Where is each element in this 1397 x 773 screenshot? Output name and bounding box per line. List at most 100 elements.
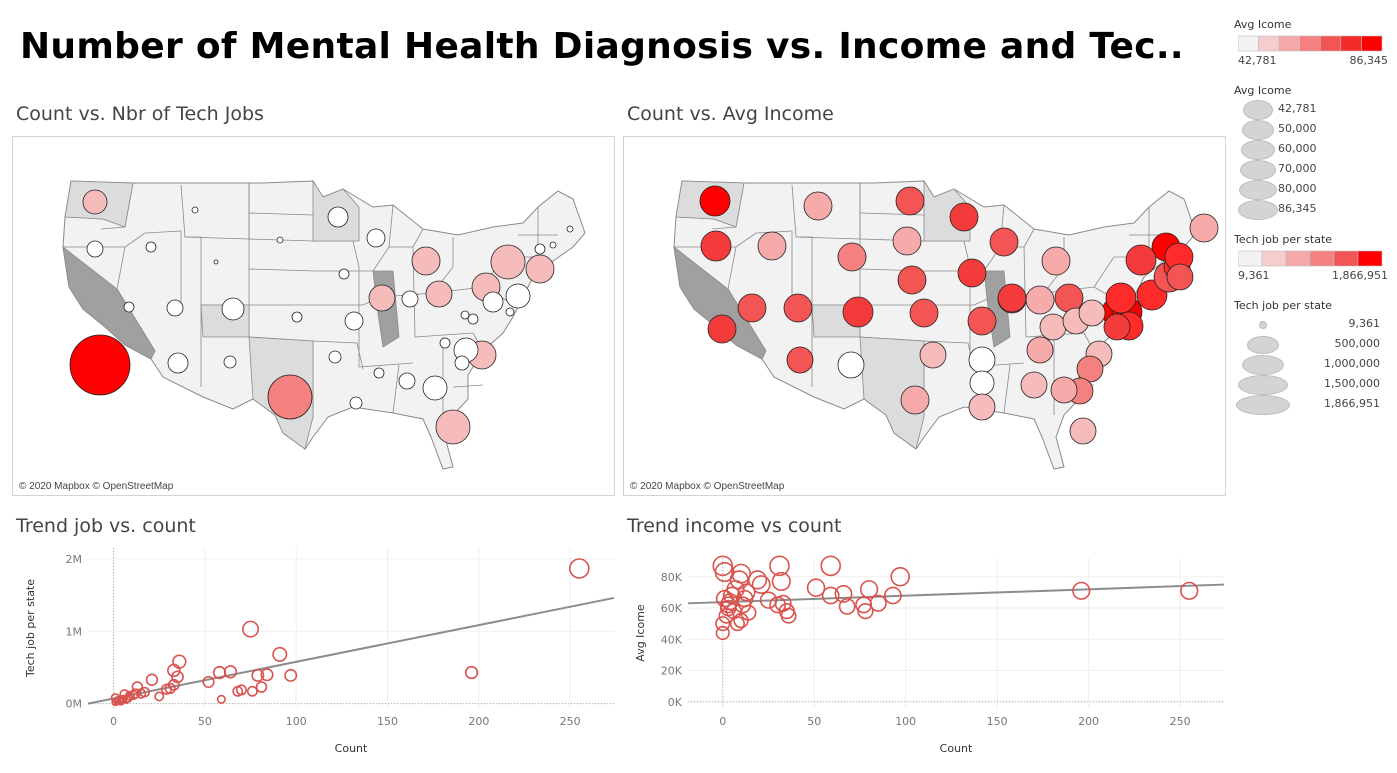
state-bubble: [460, 310, 470, 320]
size-legend-label: 60,000: [1278, 142, 1317, 155]
scatter-point: [838, 598, 856, 615]
x-tick-label: 50: [198, 715, 212, 728]
x-tick-label: 50: [807, 715, 821, 728]
map-income-svg[interactable]: [624, 137, 1225, 495]
y-tick-label: 40K: [661, 633, 683, 646]
legend-title: Avg Icome: [1234, 84, 1292, 97]
legend-max: 86,345: [1349, 54, 1389, 67]
legend-title: Tech job per state: [1234, 233, 1333, 246]
state-bubble: [786, 346, 814, 374]
state-bubble: [490, 244, 526, 280]
x-tick-label: 0: [110, 715, 117, 728]
color-swatch: [1357, 250, 1383, 267]
size-legend-row: 500,000: [1234, 334, 1384, 354]
scatter-point: [731, 563, 751, 584]
map-avg-income[interactable]: © 2020 Mapbox © OpenStreetMap: [623, 136, 1226, 496]
state-bubble: [1054, 283, 1084, 313]
scatter-point: [857, 602, 874, 620]
color-swatch: [1278, 35, 1301, 52]
size-legend-circle: [1238, 375, 1288, 395]
scatter-point: [869, 594, 887, 612]
scatter-point: [859, 580, 879, 599]
state-bubble: [1076, 355, 1104, 383]
x-tick-label: 0: [719, 715, 726, 728]
state-bubble: [276, 236, 284, 244]
state-bubble: [398, 372, 416, 390]
scatter-point: [751, 575, 771, 594]
color-swatch: [1340, 35, 1362, 52]
state-bubble: [213, 259, 219, 265]
state-border: [248, 268, 316, 272]
us-outline: [62, 180, 586, 470]
state-border: [934, 296, 993, 306]
state-bubble: [1078, 299, 1106, 327]
legend-tech-size: Tech job per state 9,361 500,000 1,000,000…: [1234, 299, 1394, 415]
size-legend-row: 1,866,951: [1234, 394, 1384, 415]
dashboard-title: Number of Mental Health Diagnosis vs. In…: [20, 26, 1184, 67]
scatter-point: [806, 578, 826, 597]
state-bubble: [897, 265, 927, 295]
x-tick-label: 100: [895, 715, 916, 728]
scatter-point: [112, 696, 122, 706]
size-legend-label: 42,781: [1278, 102, 1317, 115]
state-bubble: [349, 396, 363, 410]
scatter-point: [154, 691, 165, 702]
size-legend-circle: [1238, 200, 1278, 220]
size-legend-label: 9,361: [1348, 317, 1381, 330]
state-border: [452, 384, 484, 388]
size-legend-row: 9,361: [1234, 314, 1384, 334]
color-swatch: [1238, 35, 1259, 52]
scatter-point: [780, 607, 797, 624]
color-swatch: [1309, 250, 1335, 267]
size-legend-label: 1,000,000: [1324, 357, 1380, 370]
map-tech-jobs[interactable]: © 2020 Mapbox © OpenStreetMap: [12, 136, 615, 496]
x-tick-label: 200: [1078, 715, 1099, 728]
state-border: [358, 362, 414, 368]
scatter-point: [145, 673, 159, 687]
state-bubble: [949, 202, 979, 232]
state-bubble: [344, 311, 364, 331]
state-bubble: [291, 311, 303, 323]
scatter-point: [260, 668, 274, 682]
state-bubble: [837, 242, 867, 272]
size-legend-row: 86,345: [1234, 199, 1394, 220]
state-bubble: [737, 293, 767, 323]
state-bubble: [1105, 282, 1137, 314]
color-swatch: [1285, 250, 1311, 267]
scatter-point: [284, 668, 298, 682]
state-bubble: [1020, 371, 1048, 399]
map-tech-svg[interactable]: [13, 137, 614, 495]
state-bubble: [1103, 313, 1131, 341]
state-bubble: [69, 334, 131, 396]
state-bubble: [145, 241, 157, 253]
scatter-income-chart[interactable]: 0 50 100 150 200 250 0K 20K 40K 60K 80K Count Avg Ic…: [620, 540, 1230, 768]
state-border: [1003, 364, 1011, 414]
y-axis-label: Avg Icome: [634, 604, 647, 662]
x-axis-label: Count: [940, 742, 973, 755]
state-bubble: [957, 258, 987, 288]
y-tick-label: 20K: [661, 665, 683, 678]
size-legend-circle: [1259, 321, 1267, 329]
state-bubble: [373, 367, 385, 379]
scatter-point: [167, 663, 181, 678]
state-bubble: [1041, 246, 1071, 276]
map-credit: © 2020 Mapbox © OpenStreetMap: [19, 481, 174, 492]
scatter-point: [242, 620, 260, 638]
trend-line: [687, 583, 1225, 605]
x-tick-label: 200: [468, 715, 489, 728]
y-tick-label: 0K: [668, 696, 683, 709]
x-axis-label: Count: [335, 742, 368, 755]
size-legend-circle: [1243, 100, 1273, 120]
state-bubble: [837, 351, 865, 379]
scatter-point: [734, 596, 752, 614]
scatter-job-chart[interactable]: 0 50 100 150 200 250 0M 1M 2M Count Tech job per s…: [0, 540, 618, 768]
state-bubble: [566, 225, 574, 233]
x-tick-label: 150: [987, 715, 1008, 728]
state-bubble: [967, 306, 997, 336]
state-bubble: [422, 375, 448, 401]
size-legend-circle: [1242, 120, 1274, 140]
scatter-point: [464, 665, 479, 680]
x-tick-label: 100: [286, 715, 307, 728]
state-bubble: [969, 370, 995, 396]
state-bubble: [892, 226, 922, 256]
